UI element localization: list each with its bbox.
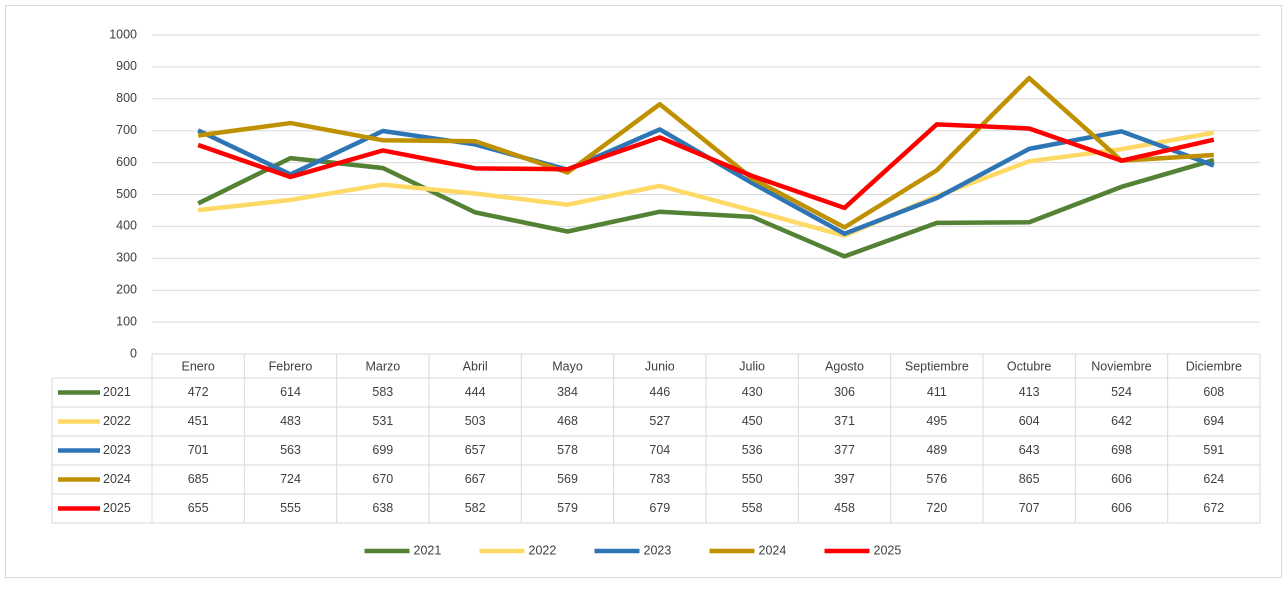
x-tick-label: Octubre bbox=[1007, 359, 1052, 373]
series-line bbox=[197, 75, 1214, 230]
table-value: 667 bbox=[465, 472, 486, 486]
table-value: 865 bbox=[1019, 472, 1040, 486]
row-label: 2021 bbox=[103, 385, 131, 399]
series-line bbox=[197, 130, 1215, 238]
table-value: 591 bbox=[1203, 443, 1224, 457]
table-value: 604 bbox=[1019, 414, 1040, 428]
y-tick-label: 0 bbox=[130, 346, 137, 360]
legend-label: 2024 bbox=[759, 543, 787, 557]
table-value: 578 bbox=[557, 443, 578, 457]
table-value: 701 bbox=[188, 443, 209, 457]
table-value: 685 bbox=[188, 472, 209, 486]
y-tick-label: 600 bbox=[116, 155, 137, 169]
table-value: 694 bbox=[1203, 414, 1224, 428]
table-value: 655 bbox=[188, 501, 209, 515]
table-value: 679 bbox=[649, 501, 670, 515]
table-value: 563 bbox=[280, 443, 301, 457]
y-tick-label: 300 bbox=[116, 251, 137, 265]
table-value: 579 bbox=[557, 501, 578, 515]
x-tick-label: Abril bbox=[463, 359, 488, 373]
x-tick-label: Febrero bbox=[269, 359, 313, 373]
legend-label: 2025 bbox=[874, 543, 902, 557]
table-value: 483 bbox=[280, 414, 301, 428]
legend-label: 2022 bbox=[529, 543, 557, 557]
table-value: 444 bbox=[465, 385, 486, 399]
table-value: 527 bbox=[649, 414, 670, 428]
table-value: 707 bbox=[1019, 501, 1040, 515]
table-value: 608 bbox=[1203, 385, 1224, 399]
y-tick-label: 200 bbox=[116, 282, 137, 296]
table-value: 472 bbox=[188, 385, 209, 399]
table-value: 430 bbox=[742, 385, 763, 399]
table-value: 458 bbox=[834, 501, 855, 515]
x-tick-label: Junio bbox=[645, 359, 675, 373]
series-line bbox=[197, 122, 1215, 211]
table-value: 411 bbox=[927, 385, 947, 399]
row-label: 2023 bbox=[103, 443, 131, 457]
table-value: 783 bbox=[649, 472, 670, 486]
table-value: 558 bbox=[742, 501, 763, 515]
table-value: 446 bbox=[649, 385, 670, 399]
y-tick-label: 800 bbox=[116, 91, 137, 105]
row-label: 2024 bbox=[103, 472, 131, 486]
row-label: 2025 bbox=[103, 501, 131, 515]
table-value: 606 bbox=[1111, 472, 1132, 486]
x-tick-label: Diciembre bbox=[1186, 359, 1242, 373]
table-value: 672 bbox=[1203, 501, 1224, 515]
y-tick-label: 1000 bbox=[109, 27, 137, 41]
y-tick-label: 700 bbox=[116, 123, 137, 137]
legend-label: 2023 bbox=[644, 543, 672, 557]
table-value: 704 bbox=[649, 443, 670, 457]
x-tick-label: Agosto bbox=[825, 359, 864, 373]
table-value: 306 bbox=[834, 385, 855, 399]
table-value: 384 bbox=[557, 385, 578, 399]
table-value: 614 bbox=[280, 385, 301, 399]
table-value: 377 bbox=[834, 443, 855, 457]
table-value: 503 bbox=[465, 414, 486, 428]
y-tick-label: 900 bbox=[116, 59, 137, 73]
x-tick-label: Mayo bbox=[552, 359, 583, 373]
table-value: 397 bbox=[834, 472, 855, 486]
table-value: 720 bbox=[926, 501, 947, 515]
x-tick-label: Enero bbox=[181, 359, 214, 373]
table-value: 450 bbox=[742, 414, 763, 428]
table-value: 699 bbox=[372, 443, 393, 457]
table-value: 657 bbox=[465, 443, 486, 457]
table-value: 670 bbox=[372, 472, 393, 486]
chart-border bbox=[5, 5, 1282, 578]
y-tick-label: 500 bbox=[116, 187, 137, 201]
table-value: 606 bbox=[1111, 501, 1132, 515]
table-value: 576 bbox=[926, 472, 947, 486]
table-value: 371 bbox=[834, 414, 855, 428]
table-value: 468 bbox=[557, 414, 578, 428]
table-value: 583 bbox=[372, 385, 393, 399]
x-tick-label: Septiembre bbox=[905, 359, 969, 373]
x-tick-label: Noviembre bbox=[1091, 359, 1151, 373]
table-value: 451 bbox=[188, 414, 209, 428]
table-value: 624 bbox=[1203, 472, 1224, 486]
y-tick-label: 400 bbox=[116, 219, 137, 233]
series-line bbox=[197, 155, 1215, 259]
table-value: 531 bbox=[372, 414, 393, 428]
table-value: 643 bbox=[1019, 443, 1040, 457]
table-value: 724 bbox=[280, 472, 301, 486]
table-value: 536 bbox=[742, 443, 763, 457]
table-value: 495 bbox=[926, 414, 947, 428]
row-label: 2022 bbox=[103, 414, 131, 428]
table-value: 569 bbox=[557, 472, 578, 486]
table-value: 698 bbox=[1111, 443, 1132, 457]
y-tick-label: 100 bbox=[116, 314, 137, 328]
legend-label: 2021 bbox=[414, 543, 442, 557]
x-tick-label: Marzo bbox=[365, 359, 400, 373]
table-value: 524 bbox=[1111, 385, 1132, 399]
table-value: 489 bbox=[926, 443, 947, 457]
table-value: 582 bbox=[465, 501, 486, 515]
x-tick-label: Julio bbox=[739, 359, 765, 373]
table-value: 413 bbox=[1019, 385, 1040, 399]
table-value: 550 bbox=[742, 472, 763, 486]
table-value: 638 bbox=[372, 501, 393, 515]
table-value: 642 bbox=[1111, 414, 1132, 428]
table-value: 555 bbox=[280, 501, 301, 515]
